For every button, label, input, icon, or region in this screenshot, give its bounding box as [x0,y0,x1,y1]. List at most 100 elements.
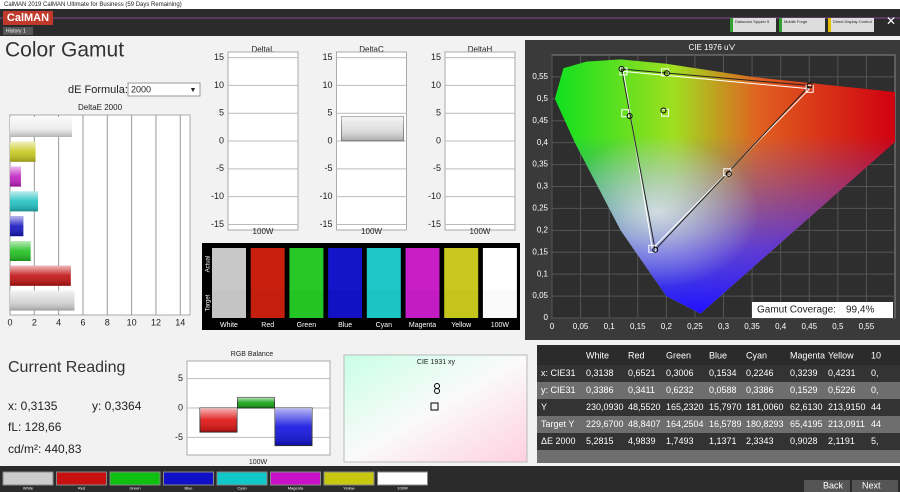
y-tick-label: 15 [322,52,332,62]
category-label: 100W [470,227,491,236]
y-tick-label: -5 [216,163,224,173]
device-status [828,18,831,32]
device-box[interactable] [828,18,874,32]
bar-shine [10,241,31,261]
swatch-name: Green [297,322,317,329]
coverage-value: 99,4% [846,305,874,316]
footer-swatch[interactable] [2,471,54,486]
y-tick-label: 0 [219,135,224,145]
tab[interactable] [3,27,33,35]
y-tick-label: 0 [436,135,441,145]
table-cell: 1,1371 [709,436,737,446]
x-tick-label: 0,05 [573,322,589,331]
table-cell: 44 [871,419,881,429]
footer-swatch[interactable] [109,471,161,486]
footer-label: White [23,486,34,491]
de-formula-select[interactable] [127,82,201,97]
coverage-box [752,302,893,318]
table-cell: 0,3239 [790,368,818,378]
rgb-title: RGB Balance [231,351,274,358]
measured-marker [652,246,659,253]
de-formula-label: dE Formula: [68,84,128,96]
target-swatch [366,290,401,318]
measured-marker [663,70,670,77]
table-cell: 0,5226 [828,385,856,395]
table-cell: 2,3343 [746,436,774,446]
x-tick-label: 14 [175,317,185,327]
tab-label: History 1 [6,28,26,34]
spectral-locus-white [554,59,895,314]
table-cell: 0,4231 [828,368,856,378]
swatch-name: Yellow [451,322,472,329]
bar-shine [341,116,404,141]
x-tick-label: 10 [127,317,137,327]
y-tick-label: -15 [319,219,332,229]
x-tick-label: 4 [56,317,61,327]
table-header: Magenta [790,350,825,360]
y-tick-label: -10 [319,191,332,201]
footer-swatch[interactable] [270,471,321,486]
table-cell: 0,1534 [709,368,737,378]
logo-box[interactable] [3,11,53,25]
gamut-triangle [620,68,811,251]
y-tick-label: 0,35 [532,160,548,169]
next: Next [862,480,881,490]
target-swatch [212,290,246,318]
device-box[interactable] [779,18,825,32]
y-tick-label: 5 [436,108,441,118]
footer-swatch[interactable] [216,471,268,486]
table-header: White [586,350,609,360]
x-tick-label: 0,25 [687,322,703,331]
table-cell: 0,3006 [666,368,694,378]
reading-y: y: 0,3364 [92,399,142,413]
footer-swatch[interactable] [323,471,375,486]
x-tick-label: 0 [7,317,12,327]
y-tick-label: 0,3 [537,182,549,191]
y-tick-label: -5 [324,163,332,173]
reading-cdm2: cd/m²: 440,83 [8,442,82,456]
delta-title: DeltaH [468,45,493,54]
table-cell: 2,1191 [828,436,855,446]
device-label: Datacolor Spyder 5 [735,19,770,24]
bar-shine [275,408,312,446]
back-button[interactable] [804,480,850,492]
table-cell: 0,9028 [790,436,818,446]
x-tick-label: 0,35 [744,322,760,331]
footer-label: Green [129,486,140,491]
table-cell: 0,3386 [586,385,614,395]
rgb-category: 100W [249,459,268,466]
footer-swatch[interactable] [163,471,214,486]
table-cell: x: CIE31 [541,368,576,378]
target-marker [661,68,670,77]
swatch-name: Cyan [376,322,392,329]
table-cell: 0,6521 [628,368,656,378]
table-cell: 165,2320 [666,402,704,412]
actual-swatch [444,248,479,290]
reading-x: x: 0,3135 [8,399,58,413]
y-tick-label: 15 [431,52,441,62]
table-row [537,382,900,399]
window-title: CalMAN 2019 CalMAN Ultimate for Business… [4,2,182,8]
measured-marker [626,113,633,120]
table-cell: 213,0911 [828,419,865,429]
device-status [779,18,782,32]
y-tick-label: 0 [544,313,549,322]
measured-marker [618,66,625,73]
cie1931-marker [430,402,439,411]
next-button[interactable] [852,480,898,492]
swatch-name: Blue [338,322,352,329]
footer-swatch[interactable] [377,471,428,486]
measured-marker [660,107,667,114]
actual-label: Actual [206,256,212,273]
footer-swatch[interactable] [56,471,107,486]
table-cell: 1,7493 [666,436,694,446]
table-row [537,416,900,433]
y-tick-label: 0,2 [537,225,549,234]
close[interactable]: ✕ [886,14,896,28]
table-cell: 180,8293 [746,419,784,429]
table-cell: 48,5520 [628,402,661,412]
title-bar [0,0,900,9]
table-cell: 0, [871,385,879,395]
measured-marker [806,82,813,89]
device-box[interactable] [730,18,776,32]
